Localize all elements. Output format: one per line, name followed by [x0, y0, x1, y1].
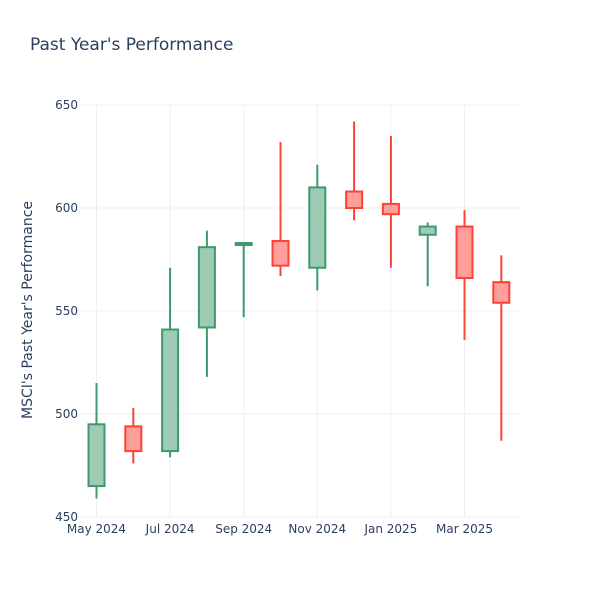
candle-body — [418, 225, 437, 236]
y-axis-label: MSCI's Past Year's Performance — [20, 201, 36, 419]
candle-decreasing — [492, 255, 511, 441]
candle-increasing — [161, 267, 180, 458]
chart-title: Past Year's Performance — [30, 35, 234, 55]
x-tick-label: Jan 2025 — [363, 522, 417, 536]
candle-body — [124, 425, 143, 453]
candle-body — [87, 423, 106, 488]
candle-decreasing — [271, 142, 290, 276]
candle-decreasing — [455, 210, 474, 340]
x-tick-label: May 2024 — [67, 522, 126, 536]
candle-increasing — [418, 222, 437, 287]
candle-increasing — [197, 230, 216, 377]
x-tick-label: Sep 2024 — [215, 522, 272, 536]
x-tick-label: Jul 2024 — [145, 522, 195, 536]
candle-decreasing — [124, 407, 143, 464]
y-tick-label: 500 — [55, 407, 78, 421]
candles-layer — [87, 121, 511, 499]
candle-body — [197, 246, 216, 329]
candle-body — [455, 225, 474, 280]
candle-body — [308, 186, 327, 269]
candle-increasing — [234, 242, 253, 318]
candle-decreasing — [345, 121, 364, 221]
axis-layer: 450 500 550 600 650 May 2024 Jul 2024 Sep 2024 N… — [55, 98, 493, 536]
y-tick-label: 600 — [55, 201, 78, 215]
y-tick-label: 550 — [55, 304, 78, 318]
candle-increasing — [308, 164, 327, 291]
candle-body — [381, 202, 400, 216]
x-tick-label: Nov 2024 — [288, 522, 346, 536]
y-tick-label: 650 — [55, 98, 78, 112]
candle-body — [161, 328, 180, 453]
candle-increasing — [87, 383, 106, 499]
y-tick-label: 450 — [55, 510, 78, 524]
candle-body — [234, 242, 253, 247]
candle-decreasing — [381, 135, 400, 268]
grid-layer — [80, 104, 520, 518]
candle-body — [492, 281, 511, 304]
candle-body — [271, 239, 290, 267]
candle-body — [345, 190, 364, 210]
x-tick-label: Mar 2025 — [436, 522, 493, 536]
